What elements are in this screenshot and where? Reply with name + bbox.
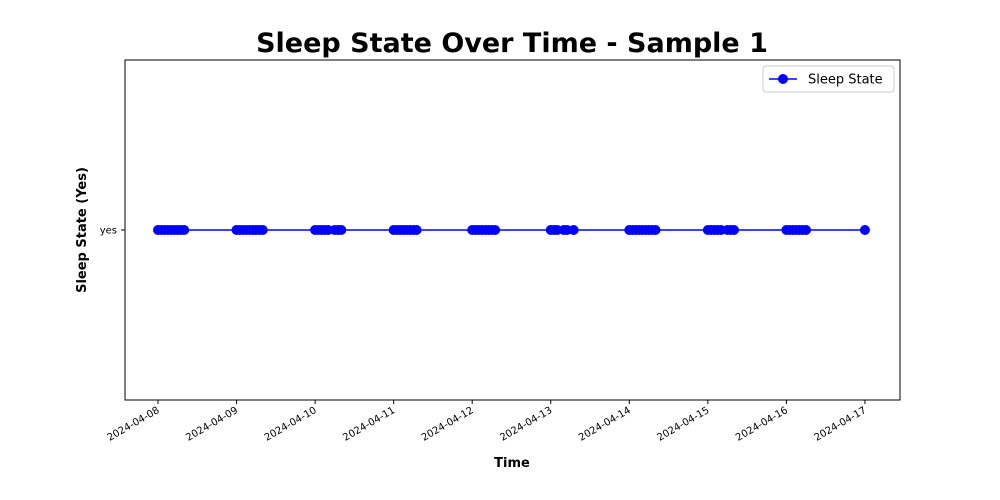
legend-frame — [762, 65, 895, 93]
data-point — [257, 225, 268, 235]
data-point — [411, 225, 422, 235]
data-point — [650, 225, 661, 235]
x-tick-label: 2024-04-09 — [184, 405, 240, 444]
data-point — [729, 225, 740, 235]
legend-label: Sleep State — [808, 73, 883, 88]
data-point — [490, 225, 501, 235]
x-tick-label: 2024-04-16 — [734, 405, 790, 444]
y-axis: yes — [100, 226, 125, 237]
x-axis-label: Time — [494, 456, 530, 471]
data-point — [336, 225, 347, 235]
x-tick-label: 2024-04-08 — [106, 405, 162, 444]
x-tick-label: 2024-04-11 — [341, 405, 397, 444]
x-tick-label: 2024-04-13 — [498, 405, 554, 444]
x-tick-label: 2024-04-14 — [577, 405, 633, 444]
y-tick-label: yes — [100, 226, 117, 237]
data-point — [568, 225, 579, 235]
x-tick-label: 2024-04-15 — [656, 405, 712, 444]
x-tick-label: 2024-04-17 — [813, 405, 869, 444]
series-layer — [153, 225, 870, 235]
data-point — [801, 225, 812, 235]
x-axis: 2024-04-08 2024-04-09 2024-04-10 2024-04-11… — [106, 400, 869, 444]
legend-marker-swatch — [778, 74, 788, 84]
chart-title: Sleep State Over Time - Sample 1 — [256, 28, 768, 59]
x-tick-label: 2024-04-10 — [263, 405, 319, 444]
data-point — [179, 225, 190, 235]
data-point — [859, 225, 870, 235]
y-axis-label: Sleep State (Yes) — [75, 167, 90, 293]
x-tick-label: 2024-04-12 — [420, 405, 476, 444]
legend: Sleep State — [762, 65, 895, 93]
